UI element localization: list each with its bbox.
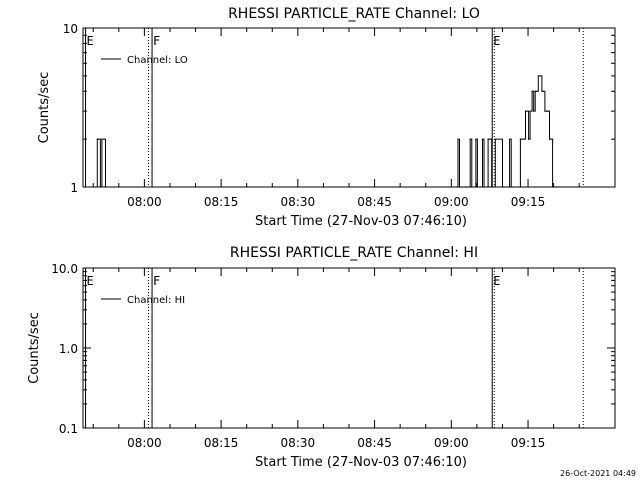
data-point	[494, 138, 496, 140]
data-point	[534, 90, 536, 92]
data-point	[555, 186, 557, 188]
data-point	[473, 186, 475, 188]
data-point	[521, 138, 523, 140]
data-point	[457, 138, 459, 140]
series-line	[95, 75, 559, 188]
data-point	[487, 138, 489, 140]
data-point	[545, 110, 548, 112]
data-point	[486, 186, 488, 188]
y-tick-label: 10.0	[51, 262, 78, 276]
data-point	[547, 110, 549, 112]
y-tick-label: 1	[70, 181, 78, 195]
x-axis-label: Start Time (27-Nov-03 07:46:10)	[255, 455, 467, 470]
data-point	[468, 186, 470, 188]
marker-label: E	[87, 34, 94, 48]
chart-panel-2: RHESSI PARTICLE_RATE Channel: HI Counts/s…	[27, 245, 616, 470]
data-point	[479, 186, 482, 188]
marker-label: E	[87, 274, 94, 288]
data-point	[461, 186, 464, 188]
data-point	[506, 186, 509, 188]
data-point	[481, 138, 484, 140]
marker-label: E	[493, 34, 500, 48]
y-tick-label: 10	[63, 22, 78, 36]
x-tick-label: 09:15	[511, 195, 546, 209]
data-point	[539, 75, 541, 77]
data-point	[529, 110, 531, 112]
x-tick-label: 08:00	[127, 436, 162, 450]
data-point	[463, 186, 465, 188]
y-axis-label: Counts/sec	[37, 72, 52, 144]
data-point	[492, 186, 494, 188]
data-point	[558, 186, 560, 188]
data-point	[537, 75, 539, 77]
y-tick-label: 1.0	[59, 342, 78, 356]
legend-label: Channel: LO	[127, 55, 188, 66]
data-point	[550, 138, 552, 140]
data-point	[483, 186, 485, 188]
data-point	[503, 186, 505, 188]
data-point	[469, 138, 471, 140]
data-point	[526, 110, 528, 112]
data-point	[465, 186, 467, 188]
x-tick-label: 08:45	[357, 195, 392, 209]
data-point	[501, 186, 504, 188]
x-tick-label: 09:00	[434, 436, 469, 450]
data-point	[510, 186, 512, 188]
timestamp-label: 26-Oct-2021 04:49	[560, 469, 636, 478]
y-axis-label: Counts/sec	[27, 312, 42, 384]
data-point	[99, 186, 101, 188]
data-point	[471, 186, 473, 188]
data-point	[531, 90, 533, 92]
chart-title: RHESSI PARTICLE_RATE Channel: HI	[230, 245, 478, 261]
data-point	[544, 110, 546, 112]
plot-frame	[82, 267, 616, 429]
data-point	[455, 186, 458, 188]
data-point	[548, 138, 551, 140]
data-point	[489, 138, 491, 140]
data-point	[527, 138, 530, 140]
chart-title: RHESSI PARTICLE_RATE Channel: LO	[228, 6, 480, 22]
marker-label: F	[153, 34, 160, 48]
data-point	[104, 186, 107, 188]
data-point	[512, 186, 514, 188]
data-point	[458, 186, 461, 188]
data-point	[541, 90, 543, 92]
data-point	[524, 110, 527, 112]
x-tick-label: 09:00	[434, 195, 469, 209]
x-axis-label: Start Time (27-Nov-03 07:46:10)	[255, 214, 467, 229]
y-tick-label: 0.1	[59, 422, 78, 436]
data-point	[460, 186, 462, 188]
data-point	[509, 138, 511, 140]
legend-label: Channel: HI	[127, 295, 185, 306]
data-point	[95, 186, 97, 188]
x-tick-label: 08:30	[281, 195, 316, 209]
marker-label: E	[493, 274, 500, 288]
data-point	[491, 186, 493, 188]
data-point	[556, 186, 558, 188]
data-point	[523, 138, 525, 140]
data-point	[533, 110, 535, 112]
x-tick-label: 08:15	[204, 195, 239, 209]
x-tick-label: 08:30	[281, 436, 316, 450]
data-point	[103, 138, 105, 140]
data-point	[542, 90, 544, 92]
marker-label: F	[153, 274, 160, 288]
data-point	[96, 138, 98, 140]
x-tick-label: 08:15	[204, 436, 239, 450]
data-point	[475, 138, 477, 140]
data-point	[101, 138, 103, 140]
chart-panel-1: RHESSI PARTICLE_RATE Channel: LO Counts/s…	[37, 6, 616, 229]
x-tick-label: 09:15	[511, 436, 546, 450]
data-point	[536, 90, 538, 92]
data-point	[553, 186, 555, 188]
data-point	[519, 138, 521, 140]
x-tick-label: 08:45	[357, 436, 392, 450]
x-tick-label: 08:00	[127, 195, 162, 209]
data-point	[551, 186, 554, 188]
data-point	[97, 138, 99, 140]
data-point	[476, 186, 478, 188]
